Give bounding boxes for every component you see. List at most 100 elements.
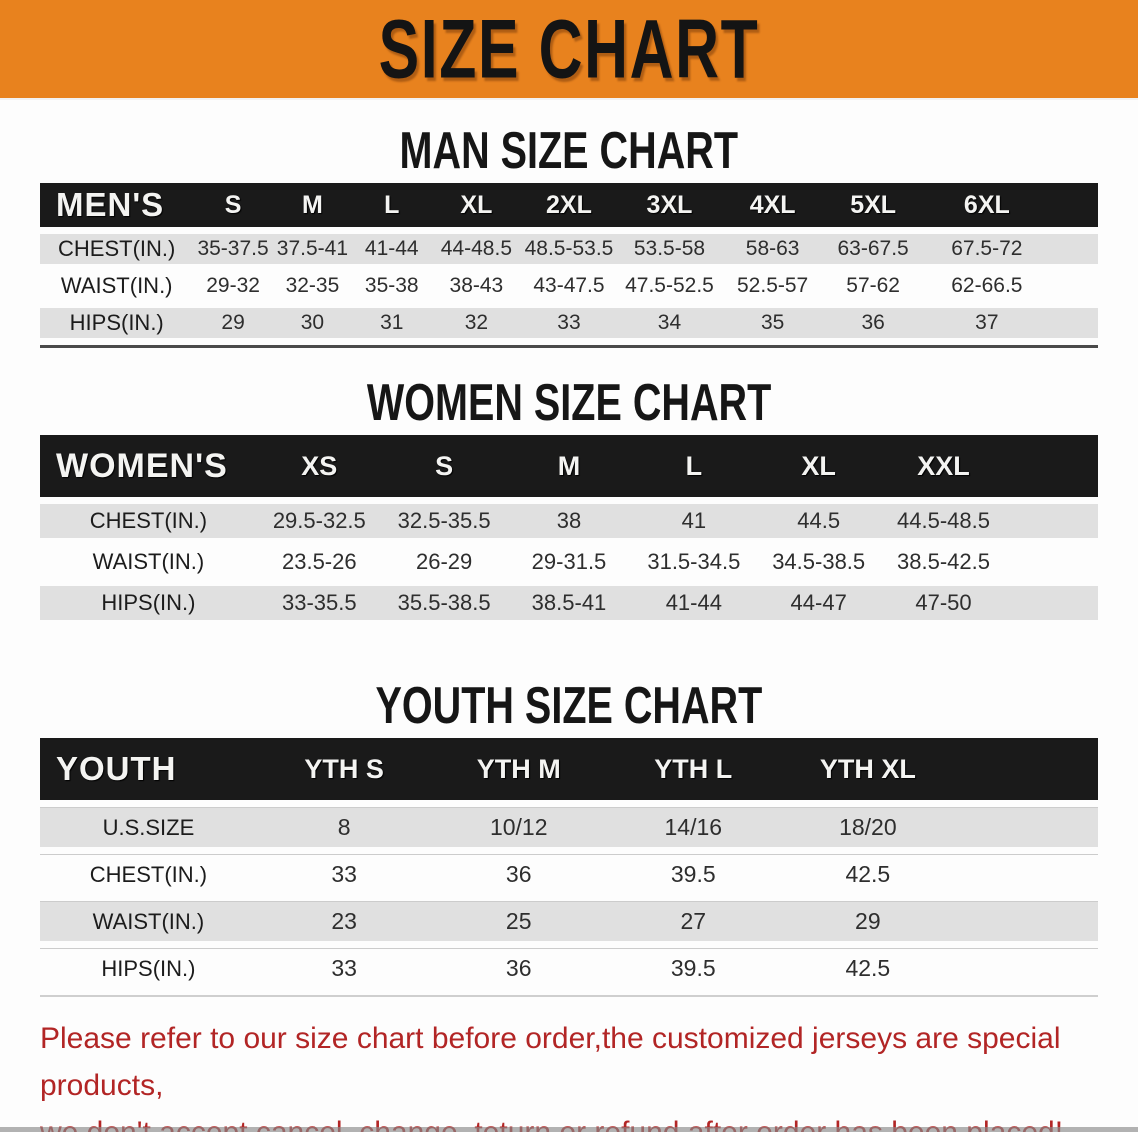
- youth-waist-row: WAIST(IN.) 23 25 27 29: [40, 901, 1098, 941]
- row-filler-cell: [1005, 586, 1098, 620]
- size-value-cell: 38-43: [449, 274, 504, 297]
- row-label: U.S.SIZE: [40, 807, 257, 847]
- size-value-cell: 36: [822, 308, 924, 338]
- womens-table-header-row: WOMEN'S XS S M L XL XXL: [40, 435, 1098, 497]
- size-value-cell: 27: [606, 901, 781, 941]
- size-value-cell: 37.5-41: [272, 234, 353, 264]
- size-value-cell: 32: [431, 308, 522, 338]
- youth-chest-row: CHEST(IN.) 33 36 39.5 42.5: [40, 854, 1098, 894]
- size-value-cell: 41-44: [352, 234, 432, 264]
- womens-hips-row: HIPS(IN.) 33-35.5 35.5-38.5 38.5-41 41-4…: [40, 586, 1098, 620]
- row-label: WAIST(IN.): [92, 549, 205, 574]
- size-value-cell: 47-50: [881, 586, 1006, 620]
- mens-table-header-row: MEN'S S M L XL 2XL 3XL 4XL 5XL 6XL: [40, 183, 1098, 227]
- size-value-cell: 8: [256, 807, 432, 847]
- size-value-cell: 44-48.5: [431, 234, 522, 264]
- size-value-cell: 43-47.5: [533, 274, 605, 297]
- youth-size-table: YOUTH YTH S YTH M YTH L YTH XL U.S.SIZE …: [40, 731, 1098, 997]
- size-value-cell: 29: [193, 308, 273, 338]
- size-column-header: XS: [256, 435, 382, 497]
- size-value-cell: 36: [431, 948, 606, 988]
- footer-notice-line1: Please refer to our size chart before or…: [40, 1022, 1061, 1102]
- size-value-cell: 26-29: [416, 549, 473, 574]
- row-label: CHEST(IN.): [40, 854, 257, 894]
- size-value-cell: 25: [431, 901, 606, 941]
- youth-section-heading: YOUTH SIZE CHART: [0, 675, 1138, 735]
- youth-table-header-row: YOUTH YTH S YTH M YTH L YTH XL: [40, 738, 1098, 800]
- size-value-cell: 44.5-48.5: [881, 504, 1006, 538]
- size-value-cell: 31: [352, 308, 432, 338]
- size-value-cell: 32.5-35.5: [381, 504, 507, 538]
- size-column-header: XXL: [881, 435, 1006, 497]
- mens-table-label: MEN'S: [40, 183, 194, 227]
- row-label: HIPS(IN.): [40, 586, 257, 620]
- size-value-cell: 44-47: [756, 586, 882, 620]
- mens-chest-row: CHEST(IN.) 35-37.5 37.5-41 41-44 44-48.5…: [40, 234, 1098, 264]
- size-value-cell: 32-35: [285, 274, 340, 297]
- size-column-header: YTH S: [256, 738, 432, 800]
- size-value-cell: 14/16: [606, 807, 781, 847]
- size-column-header: XL: [431, 183, 522, 227]
- row-label: WAIST(IN.): [60, 273, 173, 298]
- size-value-cell: 23.5-26: [281, 549, 357, 574]
- size-column-header: 2XL: [521, 183, 617, 227]
- size-value-cell: 41: [631, 504, 757, 538]
- size-value-cell: 38: [506, 504, 632, 538]
- row-filler-cell: [955, 854, 1098, 894]
- size-value-cell: 41-44: [631, 586, 757, 620]
- size-column-header: L: [631, 435, 757, 497]
- men-section-heading-text: MAN SIZE CHART: [399, 120, 739, 180]
- size-value-cell: 35.5-38.5: [381, 586, 507, 620]
- size-value-cell: 57-62: [846, 274, 900, 297]
- size-value-cell: 52.5-57: [737, 274, 809, 297]
- size-column-header: XL: [756, 435, 882, 497]
- size-value-cell: 34: [616, 308, 723, 338]
- header-filler-cell: [1005, 435, 1098, 497]
- row-filler-cell: [955, 901, 1098, 941]
- size-value-cell: 38.5-41: [506, 586, 632, 620]
- row-label: HIPS(IN.): [40, 308, 194, 338]
- size-column-header: 6XL: [923, 183, 1051, 227]
- size-value-cell: 35: [722, 308, 823, 338]
- row-filler-cell: [1006, 545, 1098, 579]
- size-column-header: L: [352, 183, 432, 227]
- size-column-header: YTH L: [606, 738, 781, 800]
- size-value-cell: 62-66.5: [951, 274, 1023, 297]
- size-value-cell: 48.5-53.5: [521, 234, 617, 264]
- size-value-cell: 29-31.5: [531, 549, 607, 574]
- size-value-cell: 38.5-42.5: [897, 549, 990, 574]
- size-value-cell: 33: [256, 948, 432, 988]
- youth-ussize-row: U.S.SIZE 8 10/12 14/16 18/20: [40, 807, 1098, 847]
- size-chart-banner: SIZE CHART: [0, 0, 1138, 100]
- size-column-header: S: [193, 183, 273, 227]
- size-column-header: M: [272, 183, 353, 227]
- womens-table-label: WOMEN'S: [40, 435, 257, 497]
- row-label: WAIST(IN.): [40, 901, 257, 941]
- size-value-cell: 58-63: [722, 234, 823, 264]
- size-value-cell: 35-38: [364, 274, 419, 297]
- row-label: CHEST(IN.): [40, 234, 194, 264]
- size-value-cell: 33-35.5: [256, 586, 382, 620]
- size-column-header: YTH XL: [780, 738, 956, 800]
- mens-size-table: MEN'S S M L XL 2XL 3XL 4XL 5XL 6XL CHEST…: [40, 176, 1098, 348]
- size-value-cell: 31.5-34.5: [647, 549, 741, 574]
- size-column-header: S: [381, 435, 507, 497]
- size-value-cell: 44.5: [756, 504, 882, 538]
- size-column-header: 3XL: [616, 183, 723, 227]
- size-column-header: 5XL: [822, 183, 924, 227]
- size-value-cell: 42.5: [780, 948, 956, 988]
- footer-notice: Please refer to our size chart before or…: [40, 1015, 1100, 1132]
- size-value-cell: 23: [256, 901, 432, 941]
- size-value-cell: 29-32: [206, 274, 260, 297]
- size-value-cell: 10/12: [431, 807, 606, 847]
- size-value-cell: 30: [272, 308, 353, 338]
- size-value-cell: 37: [923, 308, 1051, 338]
- size-value-cell: 29: [780, 901, 956, 941]
- size-column-header: YTH M: [431, 738, 606, 800]
- size-value-cell: 33: [521, 308, 617, 338]
- size-value-cell: 39.5: [606, 948, 781, 988]
- size-value-cell: 34.5-38.5: [772, 549, 866, 574]
- row-filler-cell: [1050, 308, 1098, 338]
- youth-section-heading-text: YOUTH SIZE CHART: [375, 675, 763, 735]
